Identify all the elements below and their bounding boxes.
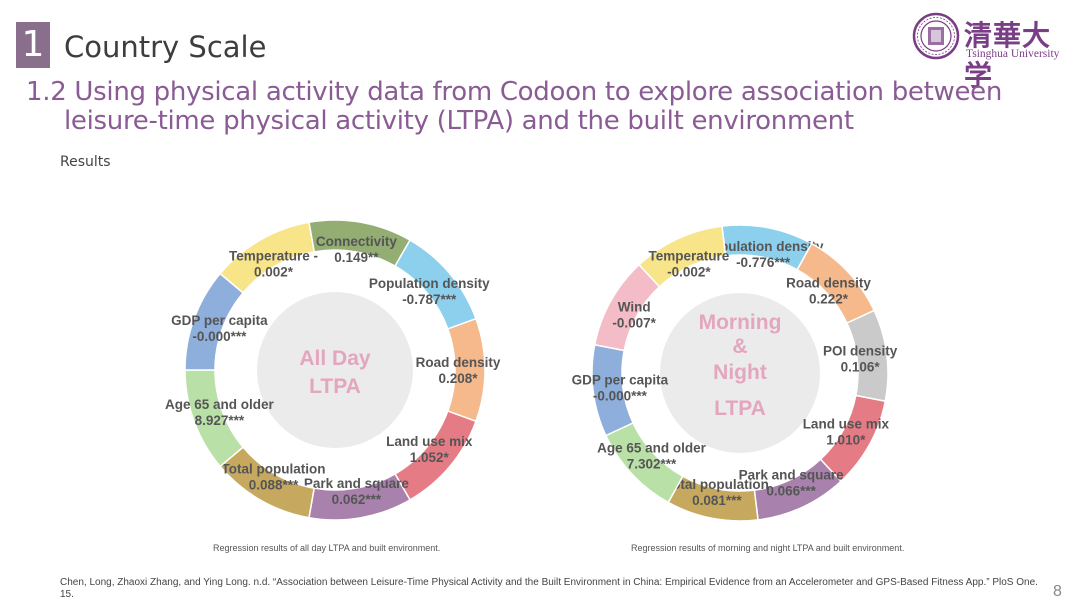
results-label: Results bbox=[60, 154, 111, 170]
segment-value: -0.776*** bbox=[736, 255, 791, 270]
segment-label: Population density bbox=[369, 276, 490, 291]
morning-night-caption: Regression results of morning and night … bbox=[631, 543, 905, 553]
subtitle-line-1: 1.2 Using physical activity data from Co… bbox=[26, 77, 1003, 107]
tsinghua-logo: 清華大学 Tsinghua University bbox=[912, 12, 1070, 92]
segment-label: Temperature - bbox=[229, 248, 318, 263]
ring-center-title: & bbox=[732, 335, 747, 358]
section-number-box: 1 bbox=[16, 22, 50, 68]
segment-value: 1.010* bbox=[826, 433, 866, 448]
slide-subtitle: 1.2 Using physical activity data from Co… bbox=[26, 78, 1056, 136]
segment-value: 8.927*** bbox=[195, 413, 245, 428]
segment-value: 1.052* bbox=[410, 450, 450, 465]
ring-center-disc bbox=[660, 293, 820, 453]
segment-value: -0.002* bbox=[667, 264, 711, 279]
segment-value: -0.007* bbox=[612, 315, 656, 330]
segment-label: Connectivity bbox=[316, 234, 398, 249]
segment-label: GDP per capita bbox=[572, 373, 669, 388]
page-number: 8 bbox=[1053, 583, 1062, 600]
segment-label: Age 65 and older bbox=[597, 441, 707, 456]
segment-label: Road density bbox=[416, 355, 501, 370]
segment-value: -0.000*** bbox=[192, 329, 247, 344]
ring-center-title: Night bbox=[713, 361, 767, 384]
segment-value: 7.302*** bbox=[627, 457, 677, 472]
ring-center-disc bbox=[257, 292, 413, 448]
ring-segment bbox=[446, 317, 486, 423]
segment-value: 0.106* bbox=[841, 359, 881, 374]
ring-center-title: LTPA bbox=[309, 375, 361, 398]
section-title: Country Scale bbox=[64, 30, 267, 64]
segment-value: 0.222* bbox=[809, 291, 849, 306]
segment-label: POI density bbox=[823, 343, 898, 358]
segment-label: Temperature bbox=[648, 248, 729, 263]
subtitle-line-2: leisure-time physical activity (LTPA) an… bbox=[64, 106, 854, 136]
segment-value: 0.149** bbox=[334, 250, 379, 265]
all-day-caption: Regression results of all day LTPA and b… bbox=[213, 543, 441, 553]
segment-label: Land use mix bbox=[803, 417, 890, 432]
section-number: 1 bbox=[21, 24, 45, 65]
segment-label: Land use mix bbox=[386, 434, 473, 449]
segment-value: -0.787*** bbox=[402, 292, 457, 307]
segment-value: -0.000*** bbox=[593, 389, 648, 404]
segment-value: 0.081*** bbox=[692, 493, 742, 508]
segment-label: Wind bbox=[618, 299, 651, 314]
ring-center-title: LTPA bbox=[714, 397, 766, 420]
segment-value: 0.002* bbox=[254, 264, 294, 279]
ring-center-title: Morning bbox=[699, 311, 782, 334]
segment-label: Population density bbox=[703, 239, 824, 254]
segment-label: Park and square bbox=[304, 476, 410, 491]
citation: Chen, Long, Zhaoxi Zhang, and Ying Long.… bbox=[60, 577, 1038, 600]
segment-value: 0.088*** bbox=[249, 478, 299, 493]
ring-segment bbox=[638, 225, 727, 288]
logo-english-text: Tsinghua University bbox=[966, 48, 1060, 60]
morning-night-ltpa-ring: Population density-0.776***Road density0… bbox=[572, 224, 898, 522]
university-seal-icon bbox=[912, 12, 960, 60]
segment-value: 0.208* bbox=[438, 371, 478, 386]
segment-value: 0.062*** bbox=[332, 492, 382, 507]
segment-label: Total population bbox=[222, 462, 326, 477]
ring-segment bbox=[219, 221, 316, 294]
segment-label: Total population bbox=[665, 477, 769, 492]
segment-label: Road density bbox=[786, 275, 871, 290]
ring-center-title: All Day bbox=[299, 347, 371, 370]
segment-label: Age 65 and older bbox=[165, 397, 275, 412]
segment-label: GDP per capita bbox=[171, 313, 268, 328]
segment-value: 0.066*** bbox=[766, 484, 816, 499]
segment-label: Park and square bbox=[739, 468, 845, 483]
logo-chinese-text: 清華大学 bbox=[964, 19, 1052, 92]
